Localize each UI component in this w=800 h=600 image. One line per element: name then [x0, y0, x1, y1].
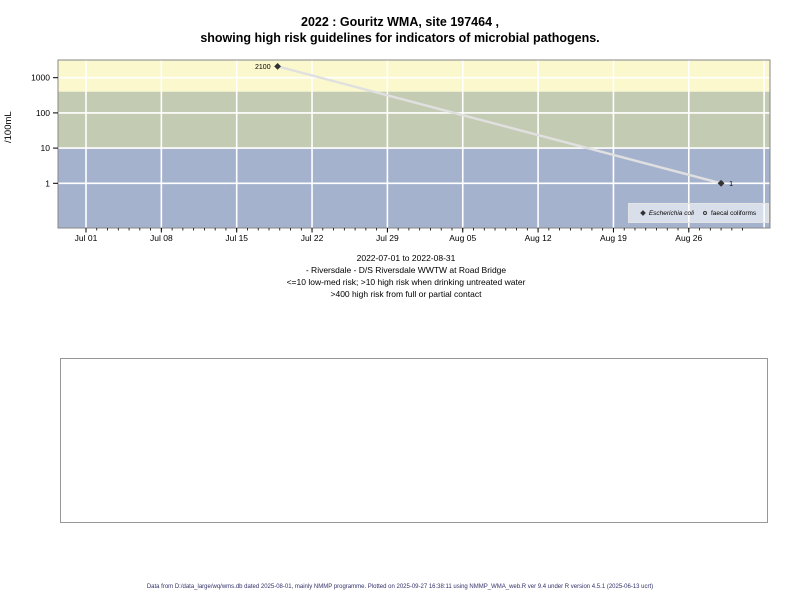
x-tick-label: Aug 26 [675, 233, 702, 243]
y-tick-label: 10 [41, 143, 51, 153]
y-tick-label: 1 [45, 178, 50, 188]
data-point-label: 1 [729, 181, 733, 188]
data-point [274, 62, 281, 70]
x-tick-label: Jul 15 [225, 233, 248, 243]
chart-caption: 2022-07-01 to 2022-08-31 - Riversdale - … [0, 252, 800, 300]
open-circle-icon [703, 211, 707, 215]
legend-item-faecal-coliforms: faecal coliforms [703, 210, 756, 217]
x-tick-label: Aug 05 [449, 233, 476, 243]
chart-title: 2022 : Gouritz WMA, site 197464 , showin… [0, 14, 800, 46]
band-high-risk-drinking [58, 91, 770, 149]
caption-date-range: 2022-07-01 to 2022-08-31 [356, 253, 456, 263]
y-tick-label: 100 [36, 108, 50, 118]
plot-border [57, 59, 771, 229]
chart-legend: Escherichia coli faecal coliforms [628, 203, 769, 223]
x-tick-label: Jul 01 [75, 233, 98, 243]
x-tick-label: Jul 08 [150, 233, 173, 243]
x-tick-label: Aug 12 [525, 233, 552, 243]
series-line [277, 65, 722, 185]
legend-label-ecoli: Escherichia coli [648, 209, 694, 217]
y-tick-label: 1000 [31, 73, 50, 83]
legend-label-faecal-coliforms: faecal coliforms [711, 209, 757, 217]
data-point [717, 179, 725, 187]
data-point-label: 2100 [255, 64, 271, 71]
caption-risk-guideline-contact: >400 high risk from full or partial cont… [330, 289, 482, 299]
notes-box [60, 358, 768, 523]
x-tick-label: Aug 19 [600, 233, 627, 243]
caption-site-description: - Riversdale - D/S Riversdale WWTW at Ro… [305, 265, 507, 275]
band-high-risk-contact [58, 60, 770, 92]
chart-title-line1: 2022 : Gouritz WMA, site 197464 , [301, 15, 499, 29]
footer-provenance-text: Data from D:/data_large/wq/wms.db dated … [146, 584, 654, 590]
caption-risk-guideline-drinking: <=10 low-med risk; >10 high risk when dr… [286, 277, 526, 287]
legend-item-ecoli: Escherichia coli [639, 209, 694, 217]
chart-title-line2: showing high risk guidelines for indicat… [200, 31, 600, 45]
x-tick-label: Jul 29 [376, 233, 399, 243]
chart-canvas: Jul 01 Jul 08 Jul 15 Jul 22 Jul 29 Aug 05 Aug … [31, 59, 771, 243]
x-tick-label: Jul 22 [301, 233, 324, 243]
filled-diamond-icon [639, 210, 646, 216]
